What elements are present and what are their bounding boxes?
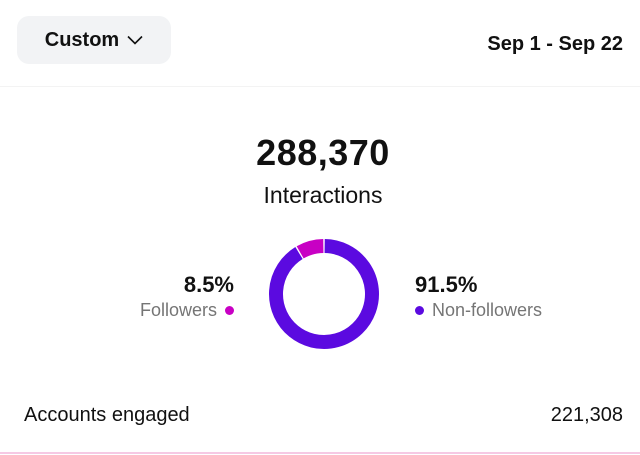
metric-label: Interactions: [263, 182, 383, 208]
divider: [0, 86, 640, 87]
followers-dot: [225, 306, 234, 315]
followers-label: Followers: [139, 300, 217, 320]
non-followers-percent: 91.5%: [415, 272, 478, 297]
divider: [0, 452, 640, 454]
followers-percent: 8.5%: [183, 272, 234, 297]
non-followers-label: Non-followers: [432, 300, 543, 320]
total-interactions: 288,370: [256, 132, 390, 173]
non-followers-legend: Non-followers: [415, 300, 542, 321]
date-filter-label: Custom: [44, 28, 120, 51]
date-filter-dropdown[interactable]: Custom: [17, 16, 171, 64]
donut-segment-non-followers: [269, 239, 379, 349]
chevron-down-icon: [127, 35, 143, 45]
interactions-donut-chart: [269, 239, 379, 349]
accounts-engaged-value: 221,308: [550, 404, 623, 426]
accounts-engaged-label: Accounts engaged: [24, 404, 190, 426]
donut-segment-followers: [296, 239, 324, 259]
followers-legend: Followers: [140, 300, 234, 321]
date-range: Sep 1 - Sep 22: [487, 33, 623, 55]
non-followers-dot: [415, 306, 424, 315]
